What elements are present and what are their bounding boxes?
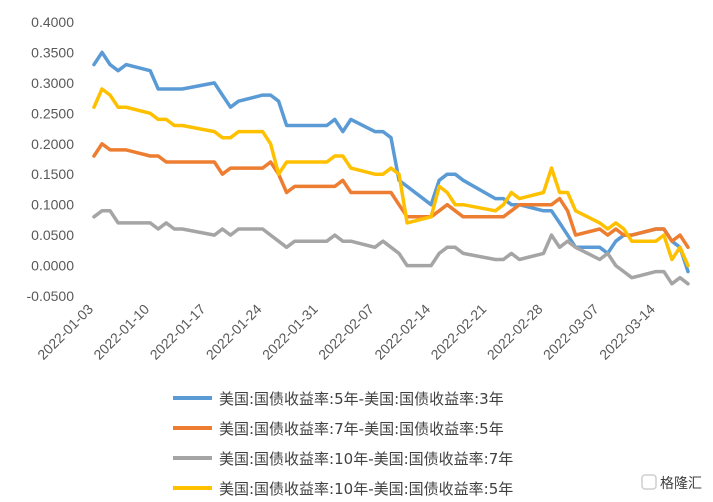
x-tick-label: 2022-03-07 [540,301,602,363]
y-tick-label: 0.0000 [31,258,74,274]
x-tick-label: 2022-02-21 [427,301,489,363]
y-tick-label: 0.1000 [31,197,74,213]
series-line-3 [92,209,690,286]
x-tick-label: 2022-01-10 [90,301,152,363]
series-lines [92,50,690,286]
y-tick-label: 0.0500 [31,227,74,243]
x-tick-label: 2022-01-17 [147,301,209,363]
x-tick-label: 2022-01-24 [203,301,265,363]
series-line-2 [92,142,690,250]
x-axis-tick-labels: 2022-01-032022-01-102022-01-172022-01-24… [34,301,658,363]
legend-label-2: 美国:国债收益率:7年-美国:国债收益率:5年 [219,420,504,438]
legend: 美国:国债收益率:5年-美国:国债收益率:3年美国:国债收益率:7年-美国:国债… [173,390,513,498]
y-tick-label: -0.0500 [27,288,75,304]
x-tick-label: 2022-01-31 [259,301,321,363]
y-tick-label: 0.2000 [31,136,74,152]
x-tick-label: 2022-03-14 [596,301,658,363]
legend-label-4: 美国:国债收益率:10年-美国:国债收益率:5年 [219,480,513,498]
x-tick-label: 2022-02-14 [371,301,433,363]
y-tick-label: 0.2500 [31,105,74,121]
series-line-4 [92,87,690,268]
watermark: 格隆汇 [641,474,702,492]
x-tick-label: 2022-01-03 [34,301,96,363]
x-tick-label: 2022-02-28 [484,301,546,363]
y-tick-label: 0.3500 [31,44,74,60]
series-line-1 [92,50,690,274]
watermark-text: 格隆汇 [660,476,702,492]
x-tick-label: 2022-02-07 [315,301,377,363]
y-axis-tick-labels: 0.4000 0.3500 0.3000 0.2500 0.2000 0.1500 0.10… [27,14,75,304]
y-tick-label: 0.1500 [31,166,74,182]
legend-label-1: 美国:国债收益率:5年-美国:国债收益率:3年 [219,390,504,408]
y-tick-label: 0.3000 [31,75,74,91]
watermark-logo-icon [641,474,657,490]
legend-label-3: 美国:国债收益率:10年-美国:国债收益率:7年 [219,450,513,468]
y-tick-label: 0.4000 [31,14,74,30]
